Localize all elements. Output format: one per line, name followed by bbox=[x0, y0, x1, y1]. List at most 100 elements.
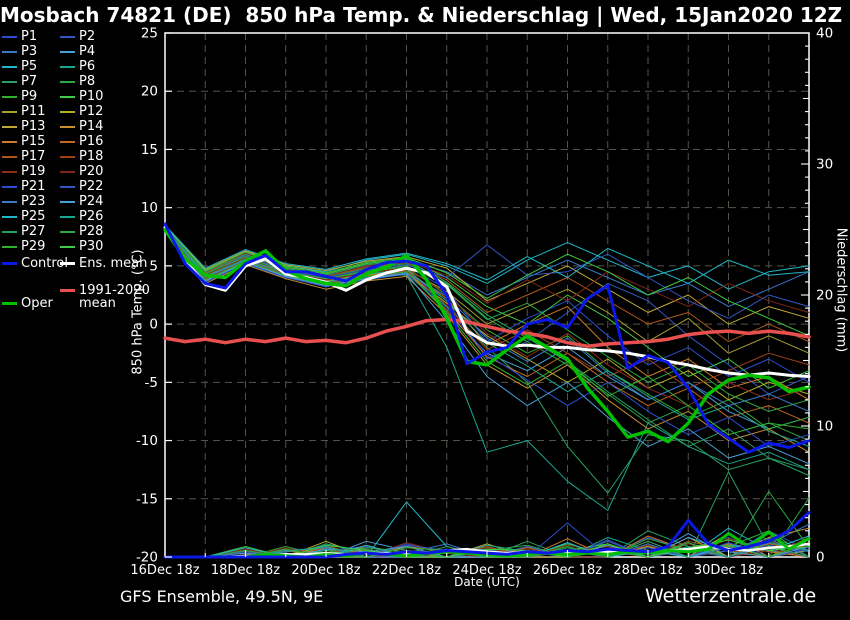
legend-item-p10: P10 bbox=[60, 90, 103, 103]
tick-label-y-left: -10 bbox=[136, 433, 158, 449]
legend-item-p7-swatch bbox=[2, 80, 17, 83]
legend-item-control: Control bbox=[2, 257, 68, 270]
tick-label-x: 28Dec 18z bbox=[613, 563, 682, 578]
legend-item-p28-swatch bbox=[60, 230, 75, 233]
legend-item-p21-label: P21 bbox=[21, 179, 46, 194]
legend-item-p25: P25 bbox=[2, 210, 45, 223]
legend-item-climate-mean: 1991-2020 mean bbox=[60, 284, 157, 310]
series-oper-temp bbox=[163, 228, 811, 444]
legend-item-p3: P3 bbox=[2, 45, 37, 58]
legend-item-p30-label: P30 bbox=[79, 239, 104, 254]
legend-item-p3-label: P3 bbox=[21, 44, 38, 59]
legend-item-p26: P26 bbox=[60, 210, 103, 223]
legend-item-p9: P9 bbox=[2, 90, 37, 103]
legend-item-p29: P29 bbox=[2, 240, 45, 253]
tick-label-y-left: -15 bbox=[136, 491, 158, 507]
tick-label-y-right: 10 bbox=[816, 419, 833, 435]
legend-item-p5: P5 bbox=[2, 60, 37, 73]
legend-item-p11: P11 bbox=[2, 105, 45, 118]
legend-item-p20-label: P20 bbox=[79, 164, 104, 179]
legend-item-p23: P23 bbox=[2, 195, 45, 208]
series-ens-mean-temp bbox=[163, 226, 811, 378]
legend-item-p17: P17 bbox=[2, 150, 45, 163]
tick-label-y-right: 30 bbox=[816, 157, 833, 173]
legend-item-p27: P27 bbox=[2, 225, 45, 238]
legend-item-p13-swatch bbox=[2, 125, 17, 128]
legend-item-p1-label: P1 bbox=[21, 29, 38, 44]
legend-item-p6: P6 bbox=[60, 60, 95, 73]
y-axis-label-left: 850 hPa Temp. (°C) bbox=[130, 249, 146, 375]
legend-item-p6-swatch bbox=[60, 65, 75, 68]
chart-title: Mosbach 74821 (DE) 850 hPa Temp. & Niede… bbox=[0, 3, 843, 27]
tick-label-x: 30Dec 18z bbox=[694, 563, 763, 578]
legend-item-p14-label: P14 bbox=[79, 119, 104, 134]
legend-item-p17-label: P17 bbox=[21, 149, 46, 164]
legend-item-p12: P12 bbox=[60, 105, 103, 118]
x-axis-label: Date (UTC) bbox=[454, 575, 520, 589]
series-control-temp bbox=[163, 222, 811, 454]
legend-item-p8-label: P8 bbox=[79, 74, 96, 89]
legend-item-climate-mean-label: 1991-2020 mean bbox=[79, 283, 150, 311]
legend-item-p12-swatch bbox=[60, 110, 75, 113]
legend-item-p10-swatch bbox=[60, 95, 75, 98]
legend-item-p22-swatch bbox=[60, 185, 75, 188]
legend-item-p23-swatch bbox=[2, 200, 17, 203]
legend-item-p20-swatch bbox=[60, 170, 75, 173]
legend-item-p5-swatch bbox=[2, 65, 17, 68]
legend-item-control-label: Control bbox=[21, 256, 68, 271]
tick-label-x: 16Dec 18z bbox=[130, 563, 199, 578]
legend-item-p27-label: P27 bbox=[21, 224, 46, 239]
legend-item-p25-swatch bbox=[2, 215, 17, 218]
legend-item-p24: P24 bbox=[60, 195, 103, 208]
legend-item-p19: P19 bbox=[2, 165, 45, 178]
legend-item-p9-swatch bbox=[2, 95, 17, 98]
tick-label-y-right: 40 bbox=[816, 26, 833, 42]
legend-item-p11-label: P11 bbox=[21, 104, 46, 119]
legend-item-p15-label: P15 bbox=[21, 134, 46, 149]
legend-item-p6-label: P6 bbox=[79, 59, 96, 74]
tick-label-y-left: 5 bbox=[149, 258, 158, 274]
legend-item-ens-mean-swatch bbox=[60, 262, 75, 265]
legend-item-p7: P7 bbox=[2, 75, 37, 88]
tick-label-x: 26Dec 18z bbox=[533, 563, 602, 578]
footer-model-info: GFS Ensemble, 49.5N, 9E bbox=[120, 587, 324, 606]
legend-item-p20: P20 bbox=[60, 165, 103, 178]
legend-item-p24-swatch bbox=[60, 200, 75, 203]
y-axis-label-right: Niederschlag (mm) bbox=[833, 227, 849, 353]
legend-item-p4-swatch bbox=[60, 50, 75, 53]
legend-item-p1: P1 bbox=[2, 30, 37, 43]
legend-item-p28-label: P28 bbox=[79, 224, 104, 239]
legend-item-p29-swatch bbox=[2, 245, 17, 248]
legend-item-p2-label: P2 bbox=[79, 29, 96, 44]
legend-item-p18-swatch bbox=[60, 155, 75, 158]
tick-label-y-left: 0 bbox=[149, 317, 158, 333]
legend-item-p4-label: P4 bbox=[79, 44, 96, 59]
legend-item-p12-label: P12 bbox=[79, 104, 104, 119]
legend-item-p13: P13 bbox=[2, 120, 45, 133]
tick-label-x: 22Dec 18z bbox=[372, 563, 441, 578]
tick-label-y-left: -5 bbox=[145, 375, 158, 391]
legend-item-p5-label: P5 bbox=[21, 59, 38, 74]
tick-label-x: 24Dec 18z bbox=[452, 563, 521, 578]
legend-item-p23-label: P23 bbox=[21, 194, 46, 209]
tick-label-x: 20Dec 18z bbox=[291, 563, 360, 578]
legend-item-ens-mean: Ens. mean bbox=[60, 257, 147, 270]
tick-label-y-left: 20 bbox=[141, 84, 158, 100]
legend-item-p16-swatch bbox=[60, 140, 75, 143]
legend-item-p25-label: P25 bbox=[21, 209, 46, 224]
legend-item-p30-swatch bbox=[60, 245, 75, 248]
legend-item-p22: P22 bbox=[60, 180, 103, 193]
legend-item-p26-label: P26 bbox=[79, 209, 104, 224]
legend-item-p15-swatch bbox=[2, 140, 17, 143]
legend-item-p1-swatch bbox=[2, 35, 17, 38]
tick-label-y-left: 10 bbox=[141, 200, 158, 216]
tick-label-y-right: 0 bbox=[816, 550, 825, 566]
legend-item-p2-swatch bbox=[60, 35, 75, 38]
legend-item-p21-swatch bbox=[2, 185, 17, 188]
legend-item-p19-label: P19 bbox=[21, 164, 46, 179]
legend-item-p18: P18 bbox=[60, 150, 103, 163]
legend-item-p17-swatch bbox=[2, 155, 17, 158]
legend-item-p2: P2 bbox=[60, 30, 95, 43]
series-member-temp-P24 bbox=[164, 230, 810, 465]
legend-item-p9-label: P9 bbox=[21, 89, 38, 104]
